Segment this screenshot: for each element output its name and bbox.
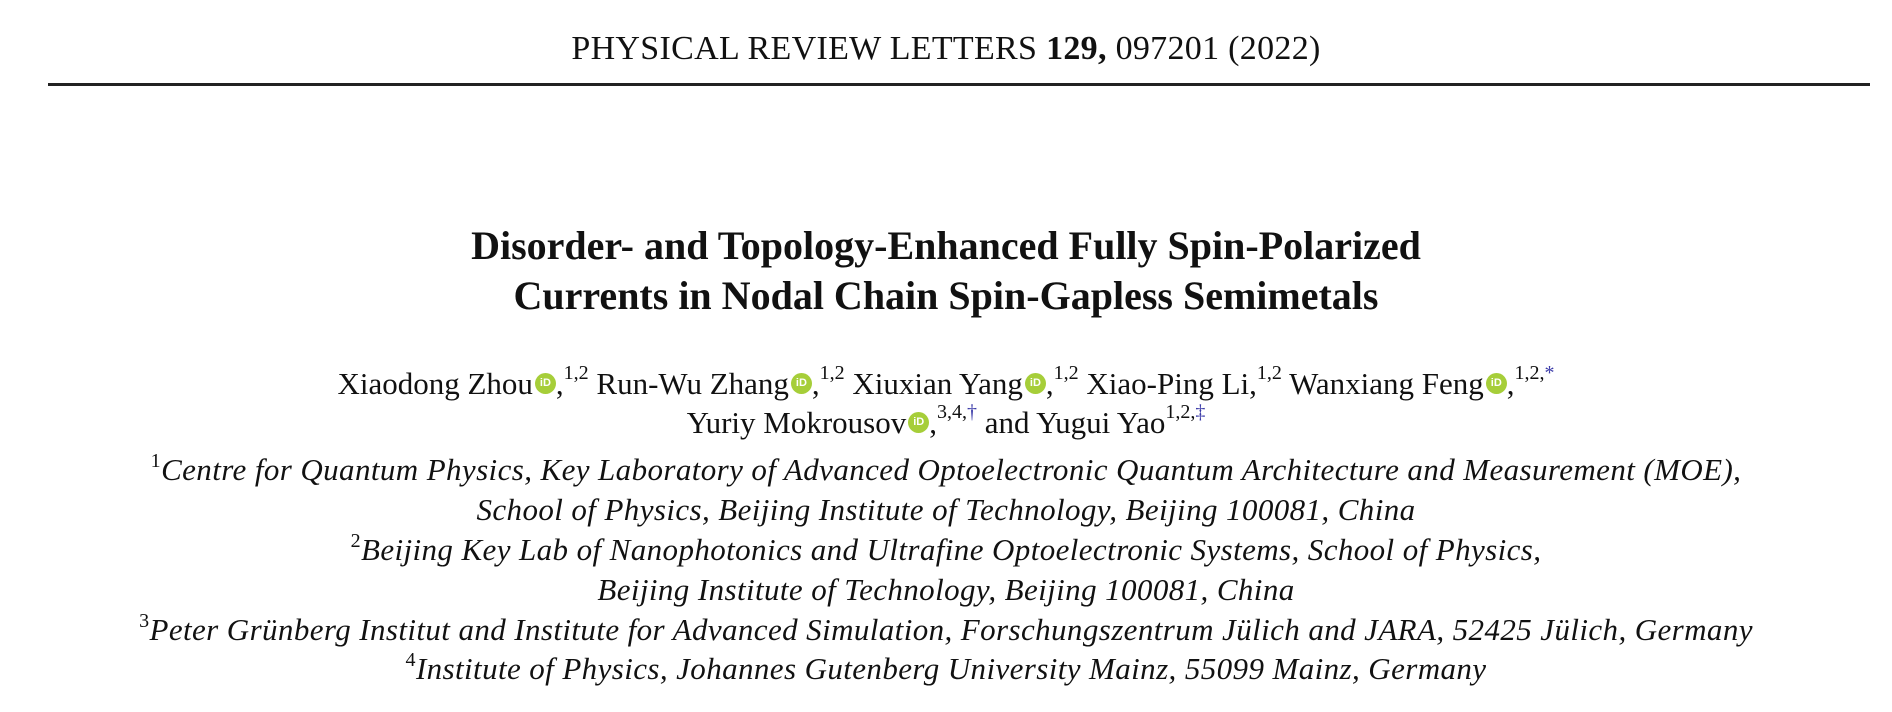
orcid-icon[interactable]: iD: [1024, 373, 1046, 395]
paper-title-line-2: Currents in Nodal Chain Spin-Gapless Sem…: [513, 273, 1379, 318]
footnote-link[interactable]: ‡: [1195, 401, 1206, 423]
orcid-icon[interactable]: iD: [908, 412, 930, 434]
affiliation-3: 3Peter Grünberg Institut and Institute f…: [139, 610, 1753, 647]
author: Xiao-Ping Li,1,2: [1086, 362, 1282, 401]
affiliation-1: 1Centre for Quantum Physics, Key Laborat…: [150, 450, 1742, 487]
article-number-year: 097201 (2022): [1115, 30, 1321, 67]
author: Wanxiang Feng iD ,1,2,*: [1289, 362, 1555, 401]
volume: 129,: [1046, 30, 1107, 67]
affiliation-4: 4Institute of Physics, Johannes Gutenber…: [405, 649, 1487, 686]
author: Xiuxian Yang iD ,1,2: [852, 362, 1079, 401]
header-rule: [48, 83, 1870, 86]
orcid-icon[interactable]: iD: [534, 373, 556, 395]
footnote-link[interactable]: †: [967, 401, 977, 423]
author: Run-Wu Zhang iD ,1,2: [596, 362, 845, 401]
author-line-2: Yuriy Mokrousov iD ,3,4,† and Yugui Yao1,2…: [0, 401, 1892, 441]
author: Yuriy Mokrousov iD ,3,4,†: [686, 401, 977, 440]
affiliation-2: 2Beijing Key Lab of Nanophotonics and Ul…: [350, 530, 1542, 567]
author: Xiaodong Zhou iD ,1,2: [337, 362, 589, 401]
footnote-link[interactable]: *: [1544, 362, 1555, 384]
journal-name: PHYSICAL REVIEW LETTERS: [571, 30, 1038, 67]
running-header: PHYSICAL REVIEW LETTERS 129, 097201 (202…: [0, 30, 1892, 68]
and-word: and: [984, 405, 1030, 440]
orcid-icon[interactable]: iD: [1485, 373, 1507, 395]
author: Yugui Yao1,2,‡: [1036, 401, 1206, 440]
orcid-icon[interactable]: iD: [790, 373, 812, 395]
author-line-1: Xiaodong Zhou iD ,1,2 Run-Wu Zhang iD ,1,2 X…: [0, 362, 1892, 402]
affiliation-1-cont: School of Physics, Beijing Institute of …: [476, 492, 1416, 527]
affiliation-2-cont: Beijing Institute of Technology, Beijing…: [597, 572, 1295, 607]
paper-title-line-1: Disorder- and Topology-Enhanced Fully Sp…: [471, 223, 1421, 268]
